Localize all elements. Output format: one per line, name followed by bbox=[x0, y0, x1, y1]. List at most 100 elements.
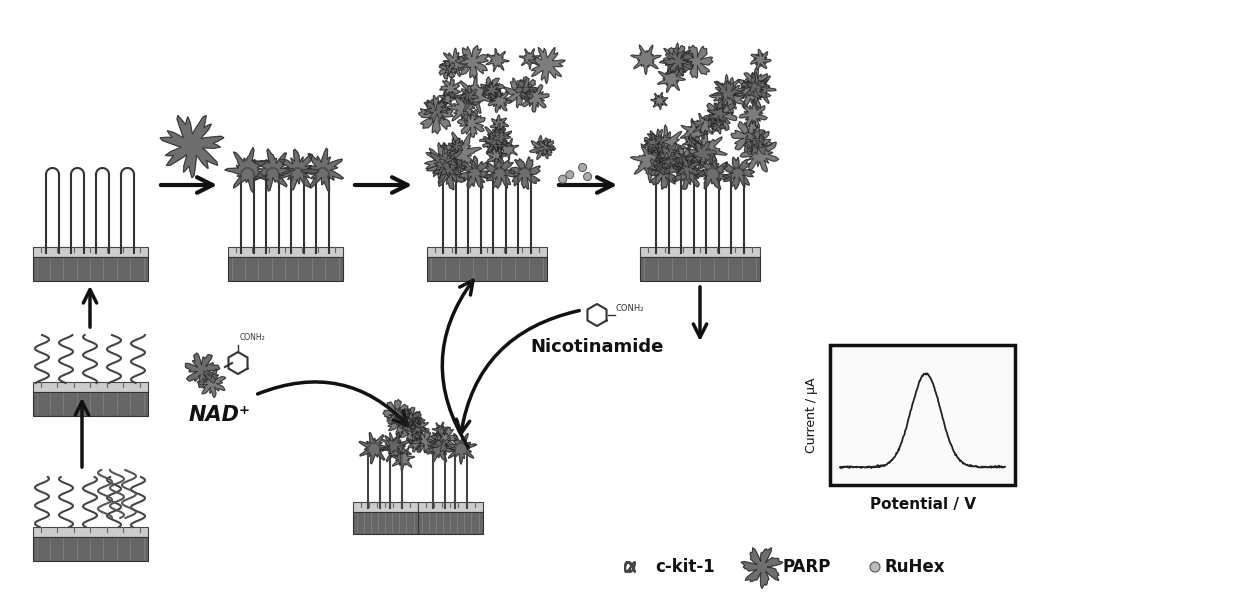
Polygon shape bbox=[680, 118, 708, 147]
Polygon shape bbox=[515, 76, 538, 99]
Polygon shape bbox=[672, 156, 706, 190]
Polygon shape bbox=[449, 138, 464, 154]
Polygon shape bbox=[680, 45, 713, 78]
Circle shape bbox=[870, 562, 880, 572]
Bar bbox=[32, 257, 148, 281]
Bar bbox=[227, 247, 342, 257]
Bar bbox=[427, 247, 547, 257]
Polygon shape bbox=[484, 82, 501, 100]
Polygon shape bbox=[691, 113, 717, 138]
Circle shape bbox=[579, 163, 587, 172]
Polygon shape bbox=[740, 134, 779, 172]
Polygon shape bbox=[663, 46, 693, 76]
Polygon shape bbox=[424, 433, 454, 462]
Polygon shape bbox=[446, 92, 480, 125]
Bar bbox=[427, 257, 547, 281]
Bar bbox=[352, 502, 418, 512]
Polygon shape bbox=[440, 78, 460, 98]
Polygon shape bbox=[649, 155, 670, 175]
Bar bbox=[418, 512, 482, 534]
Polygon shape bbox=[424, 95, 450, 122]
Text: NAD⁺: NAD⁺ bbox=[188, 405, 250, 425]
Polygon shape bbox=[399, 407, 422, 430]
Text: Nicotinamide: Nicotinamide bbox=[531, 338, 663, 356]
Polygon shape bbox=[631, 45, 661, 74]
Polygon shape bbox=[704, 98, 737, 131]
Polygon shape bbox=[723, 157, 755, 190]
Bar bbox=[227, 257, 342, 281]
Polygon shape bbox=[301, 148, 343, 191]
Polygon shape bbox=[360, 433, 391, 464]
Polygon shape bbox=[651, 92, 667, 109]
Polygon shape bbox=[652, 142, 686, 175]
Text: PARP: PARP bbox=[782, 558, 831, 576]
Polygon shape bbox=[743, 72, 776, 106]
Polygon shape bbox=[455, 45, 489, 79]
Polygon shape bbox=[696, 155, 730, 190]
Polygon shape bbox=[481, 77, 505, 101]
Polygon shape bbox=[537, 138, 556, 156]
Polygon shape bbox=[521, 84, 549, 112]
Polygon shape bbox=[730, 121, 765, 155]
Polygon shape bbox=[707, 103, 730, 126]
Polygon shape bbox=[673, 154, 701, 181]
Circle shape bbox=[584, 173, 591, 181]
Polygon shape bbox=[489, 128, 511, 150]
Polygon shape bbox=[484, 156, 517, 188]
Polygon shape bbox=[487, 147, 506, 166]
Polygon shape bbox=[647, 125, 687, 164]
Polygon shape bbox=[440, 48, 469, 77]
Polygon shape bbox=[520, 49, 541, 69]
Polygon shape bbox=[398, 417, 425, 444]
Polygon shape bbox=[708, 116, 727, 134]
Polygon shape bbox=[688, 141, 717, 169]
Circle shape bbox=[565, 170, 574, 179]
Polygon shape bbox=[744, 126, 773, 156]
Polygon shape bbox=[439, 91, 455, 107]
Polygon shape bbox=[739, 100, 768, 128]
Text: RuHex: RuHex bbox=[885, 558, 945, 576]
Polygon shape bbox=[379, 432, 412, 464]
Polygon shape bbox=[402, 410, 425, 433]
Polygon shape bbox=[712, 74, 744, 105]
Polygon shape bbox=[224, 147, 269, 193]
Polygon shape bbox=[433, 422, 449, 438]
Polygon shape bbox=[407, 417, 428, 438]
Bar bbox=[32, 537, 148, 561]
Polygon shape bbox=[528, 47, 565, 84]
Polygon shape bbox=[660, 43, 693, 76]
Polygon shape bbox=[480, 123, 512, 156]
Polygon shape bbox=[490, 115, 508, 133]
Polygon shape bbox=[387, 408, 417, 437]
Polygon shape bbox=[253, 149, 295, 191]
Polygon shape bbox=[160, 116, 224, 178]
Polygon shape bbox=[427, 144, 467, 184]
Polygon shape bbox=[459, 156, 491, 188]
Polygon shape bbox=[682, 133, 699, 150]
Polygon shape bbox=[647, 158, 680, 190]
Polygon shape bbox=[486, 48, 510, 72]
Polygon shape bbox=[440, 132, 481, 173]
Polygon shape bbox=[433, 156, 465, 190]
Bar bbox=[32, 247, 148, 257]
Text: CONH₂: CONH₂ bbox=[241, 333, 265, 342]
Bar bbox=[640, 257, 760, 281]
Polygon shape bbox=[687, 130, 727, 170]
Text: Potential / V: Potential / V bbox=[869, 498, 976, 513]
Text: c-kit-1: c-kit-1 bbox=[655, 558, 714, 576]
Polygon shape bbox=[424, 142, 461, 179]
Polygon shape bbox=[279, 149, 319, 190]
Polygon shape bbox=[508, 157, 541, 189]
Bar bbox=[640, 247, 760, 257]
Bar bbox=[418, 502, 482, 512]
Polygon shape bbox=[482, 132, 502, 153]
Bar bbox=[352, 512, 418, 534]
Bar bbox=[32, 527, 148, 537]
Polygon shape bbox=[459, 86, 479, 104]
Circle shape bbox=[558, 175, 567, 183]
Polygon shape bbox=[489, 88, 512, 113]
Polygon shape bbox=[709, 77, 745, 114]
Polygon shape bbox=[383, 399, 409, 426]
Text: CONH₂: CONH₂ bbox=[616, 304, 645, 313]
Bar bbox=[32, 392, 148, 416]
